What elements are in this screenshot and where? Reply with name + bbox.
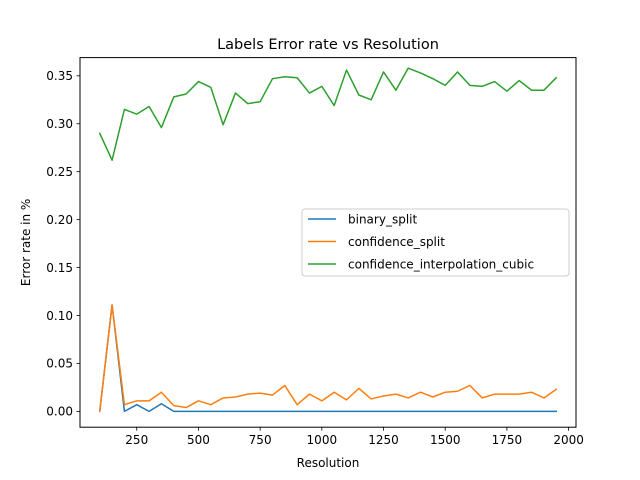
legend-items: binary_split confidence_split confidence_i… — [308, 212, 534, 271]
y-tick-label: 0.10 — [46, 309, 73, 323]
y-tick-label: 0.05 — [46, 357, 73, 371]
y-tick-label: 0.35 — [46, 69, 73, 83]
series-line-binary-split — [98, 304, 558, 413]
chart-title: Labels Error rate vs Resolution — [217, 37, 439, 53]
y-tick-label: 0.25 — [46, 165, 73, 179]
x-axis-ticks: 250 500 750 1000 1250 1500 1750 2000 — [125, 427, 584, 447]
legend-label: binary_split — [348, 212, 417, 226]
x-tick-label: 2000 — [553, 433, 584, 447]
x-tick-label: 750 — [249, 433, 272, 447]
y-tick-label: 0.00 — [46, 405, 73, 419]
series-line-confidence-split — [98, 304, 558, 413]
legend: binary_split confidence_split confidence_i… — [301, 208, 570, 277]
y-tick-label: 0.30 — [46, 117, 73, 131]
series-lines — [98, 67, 558, 413]
x-tick-label: 1750 — [492, 433, 523, 447]
series-line-confidence-interpolation-cubic — [98, 67, 558, 161]
x-tick-label: 1500 — [430, 433, 461, 447]
plot-frame — [79, 57, 577, 428]
x-tick-label: 1250 — [368, 433, 399, 447]
legend-label: confidence_interpolation_cubic — [348, 257, 534, 271]
y-axis-label: Error rate in % — [19, 199, 33, 286]
x-tick-label: 500 — [187, 433, 210, 447]
legend-box — [301, 208, 570, 277]
y-tick-label: 0.20 — [46, 213, 73, 227]
x-tick-label: 1000 — [307, 433, 338, 447]
y-tick-label: 0.15 — [46, 261, 73, 275]
legend-label: confidence_split — [348, 235, 445, 249]
y-axis-ticks: 0.00 0.05 0.10 0.15 0.20 0.25 0.30 0.35 — [46, 69, 80, 419]
x-axis-label: Resolution — [297, 456, 360, 470]
x-tick-label: 250 — [125, 433, 148, 447]
